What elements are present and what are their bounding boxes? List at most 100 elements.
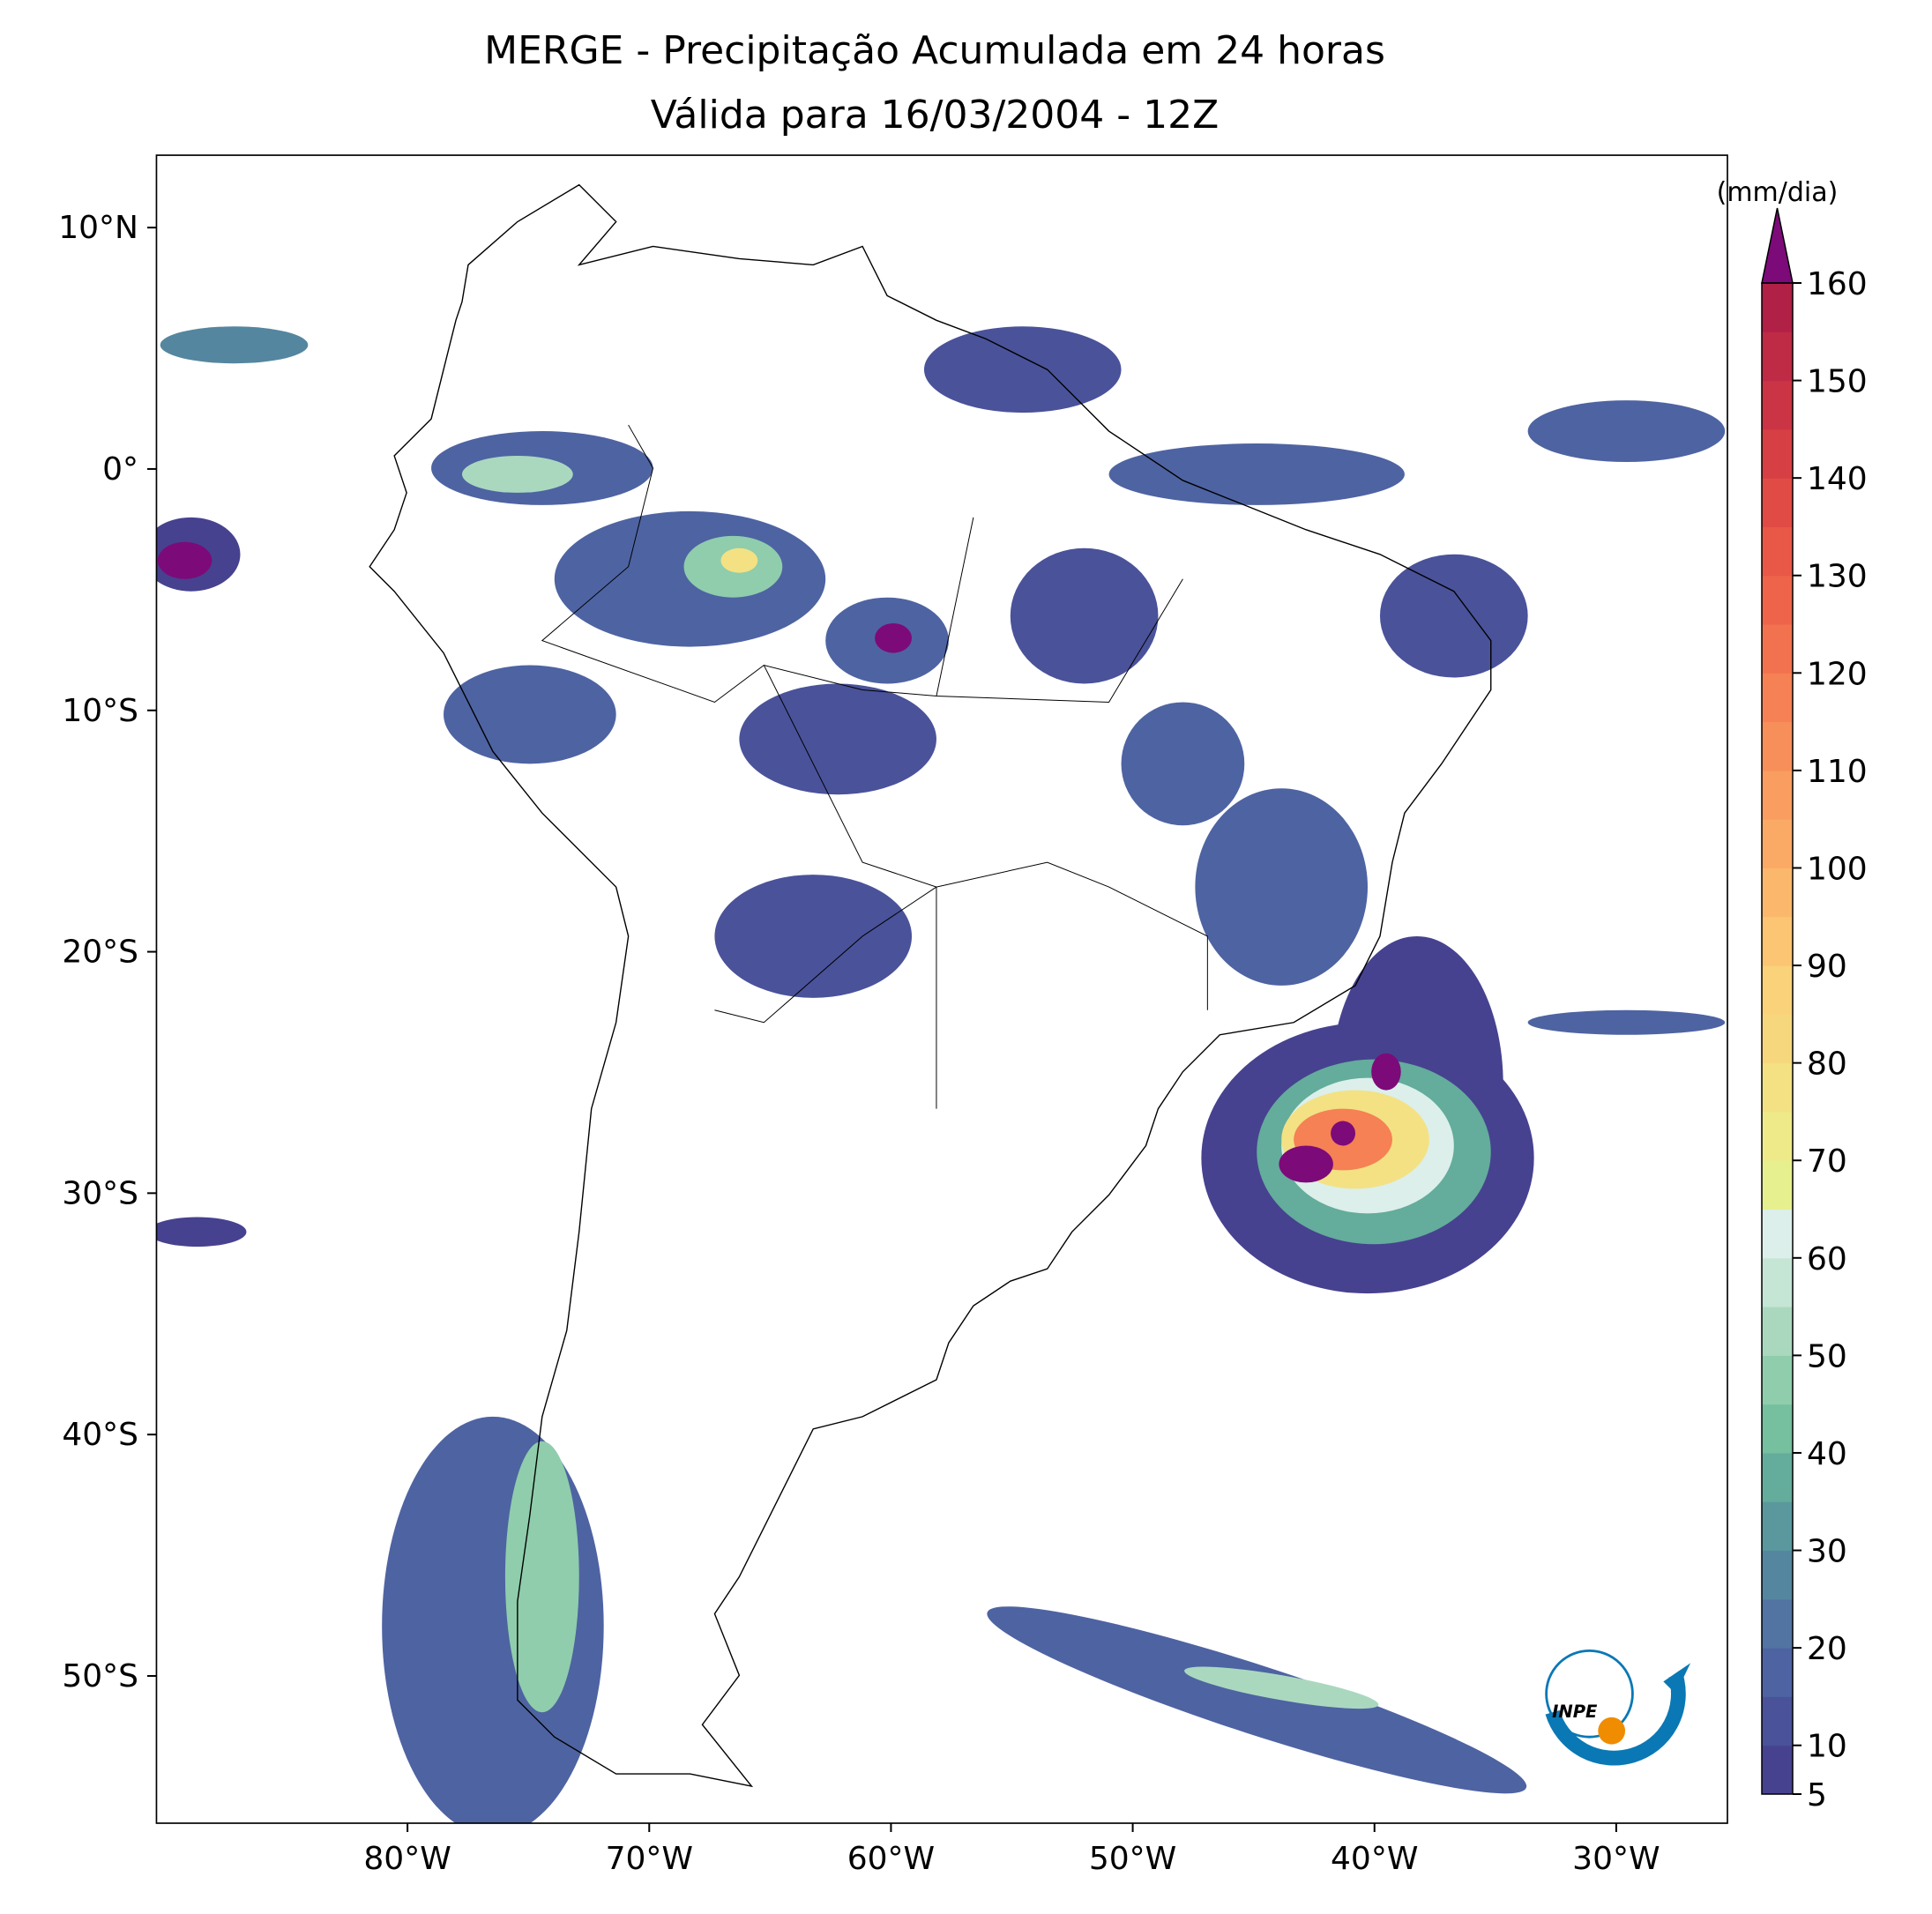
colorbar-segment — [1762, 526, 1793, 577]
colorbar-tick-label: 140 — [1807, 461, 1868, 497]
colorbar-frame — [1761, 282, 1794, 1795]
colorbar-tick-label: 160 — [1807, 266, 1868, 302]
precipitation — [156, 326, 1726, 1824]
colorbar-tick-label: 100 — [1807, 851, 1868, 887]
rain-area — [923, 326, 1122, 413]
colorbar-tick-label: 20 — [1807, 1631, 1847, 1667]
colorbar-segment — [1762, 1404, 1793, 1454]
rain-area — [739, 683, 936, 795]
colorbar-segment — [1762, 1598, 1793, 1649]
colorbar-tick-label: 120 — [1807, 656, 1868, 692]
colorbar-segment — [1762, 819, 1793, 868]
colorbar-tick-label: 80 — [1807, 1046, 1847, 1083]
y-tick-label: 20°S — [62, 935, 138, 971]
rain-area — [1279, 1145, 1333, 1183]
rain-area — [1010, 547, 1159, 684]
colorbar-tick-label: 40 — [1807, 1436, 1847, 1472]
rain-area — [1121, 702, 1245, 826]
rain-area — [1371, 1053, 1401, 1091]
colorbar-segment — [1762, 916, 1793, 966]
map-frame — [155, 154, 1728, 1824]
colorbar-segment — [1762, 1648, 1793, 1697]
rain-area — [987, 1606, 1527, 1794]
colorbar-segment — [1762, 1550, 1793, 1600]
colorbar-segment — [1762, 1452, 1793, 1502]
colorbar-segment — [1762, 1501, 1793, 1552]
colorbar-segment — [1762, 428, 1793, 479]
x-tick-label: 30°W — [1572, 1841, 1660, 1877]
rain-area — [1184, 1666, 1379, 1709]
colorbar-segment — [1762, 1014, 1793, 1064]
rain-area — [1195, 788, 1369, 986]
borders — [541, 424, 1208, 1109]
colorbar-tick-label: 5 — [1807, 1777, 1827, 1813]
rain-area — [1527, 1009, 1726, 1035]
colorbar-tick-label: 10 — [1807, 1729, 1847, 1765]
subtitle: Válida para 16/03/2004 - 12Z — [651, 93, 1220, 138]
rain-area — [875, 623, 913, 653]
rain-area — [156, 1217, 247, 1247]
logo-ring — [1545, 1649, 1634, 1739]
colorbar-tick-label: 150 — [1807, 364, 1868, 400]
rain-area — [714, 875, 913, 998]
y-tick-label: 10°N — [58, 210, 138, 246]
x-tick-label: 50°W — [1089, 1841, 1176, 1877]
rain-area — [1527, 400, 1726, 462]
colorbar-segment — [1762, 1257, 1793, 1307]
rain-area — [461, 456, 573, 493]
colorbar-segment — [1762, 965, 1793, 1015]
colorbar-segment — [1762, 770, 1793, 820]
colorbar-segment — [1762, 1307, 1793, 1356]
colorbar-segment — [1762, 380, 1793, 430]
colorbar-segment — [1762, 1062, 1793, 1113]
rain-area — [444, 665, 616, 764]
colorbar-segment — [1762, 1696, 1793, 1746]
logo-arc — [1545, 1672, 1686, 1766]
colorbar-segment — [1762, 1745, 1793, 1795]
logo-text: INPE — [1552, 1702, 1598, 1722]
colorbar-tick-label: 50 — [1807, 1338, 1847, 1374]
rain-area — [1379, 554, 1528, 678]
logo-sun — [1598, 1717, 1626, 1745]
rain-area — [720, 547, 758, 573]
colorbar-segment — [1762, 624, 1793, 674]
colorbar-tick-label: 130 — [1807, 559, 1868, 595]
colorbar-tick-label: 110 — [1807, 754, 1868, 790]
y-tick-label: 40°S — [62, 1417, 138, 1453]
colorbar-segment — [1762, 868, 1793, 918]
title: MERGE - Precipitação Acumulada em 24 hor… — [484, 28, 1385, 73]
rain-area — [1108, 443, 1405, 505]
logo: INPE — [1545, 1649, 1691, 1766]
colorbar-segment — [1762, 283, 1793, 332]
coastline — [369, 183, 1492, 1788]
logo-arrow — [1663, 1663, 1691, 1694]
y-tick-label: 10°S — [62, 693, 138, 729]
colorbar-tick-label: 70 — [1807, 1143, 1847, 1180]
map-layer: INPE — [155, 154, 1728, 1824]
colorbar-segment — [1762, 1355, 1793, 1405]
colorbar-tick-label: 90 — [1807, 949, 1847, 985]
colorbar-segment — [1762, 331, 1793, 382]
colorbar-tick-label: 60 — [1807, 1241, 1847, 1277]
colorbar-segment — [1762, 1160, 1793, 1210]
colorbar-segment — [1762, 575, 1793, 625]
colorbar-segment — [1762, 1209, 1793, 1259]
colorbar-segment — [1762, 478, 1793, 527]
x-tick-label: 40°W — [1331, 1841, 1418, 1877]
x-tick-label: 60°W — [847, 1841, 935, 1877]
colorbar-tick-label: 30 — [1807, 1534, 1847, 1570]
rain-area — [160, 326, 309, 364]
rain-area — [1331, 1121, 1356, 1146]
colorbar-segment — [1762, 673, 1793, 723]
colorbar-extension — [1761, 207, 1794, 284]
y-tick-label: 0° — [102, 451, 138, 488]
x-tick-label: 80°W — [363, 1841, 451, 1877]
y-tick-label: 30°S — [62, 1175, 138, 1211]
colorbar-segment — [1762, 1111, 1793, 1161]
colorbar-segment — [1762, 721, 1793, 771]
rain-area — [504, 1441, 579, 1713]
rain-area — [157, 541, 213, 579]
colorbar-label: (mm/dia) — [1717, 177, 1839, 208]
x-tick-label: 70°W — [606, 1841, 693, 1877]
